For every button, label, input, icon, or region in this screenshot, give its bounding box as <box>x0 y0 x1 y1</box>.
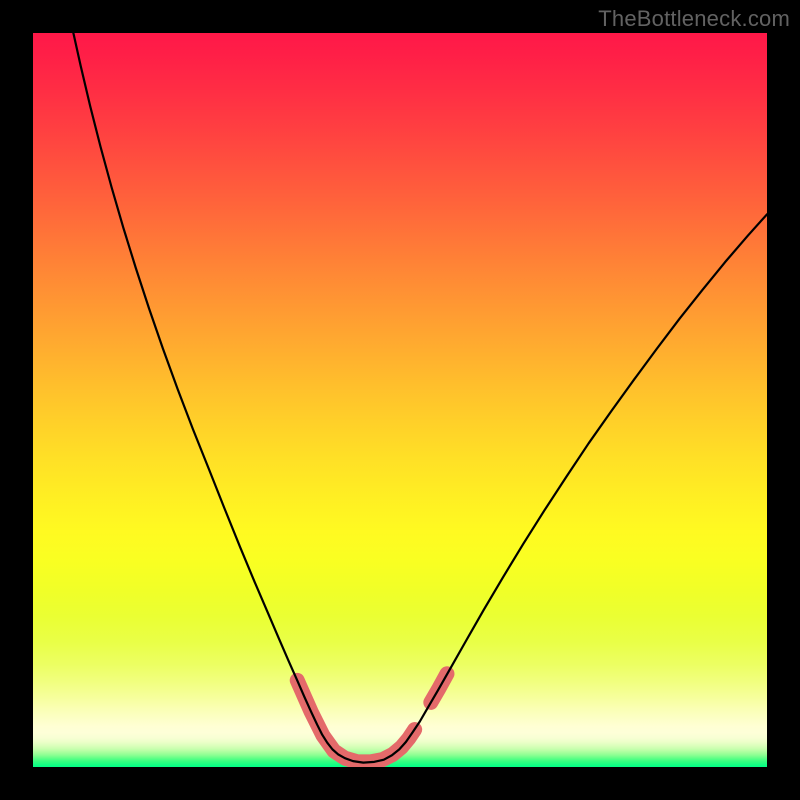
chart-frame: TheBottleneck.com <box>0 0 800 800</box>
plot-area <box>33 33 767 767</box>
bottleneck-curve-chart <box>33 33 767 767</box>
gradient-background <box>33 33 767 767</box>
watermark-text: TheBottleneck.com <box>598 6 790 32</box>
